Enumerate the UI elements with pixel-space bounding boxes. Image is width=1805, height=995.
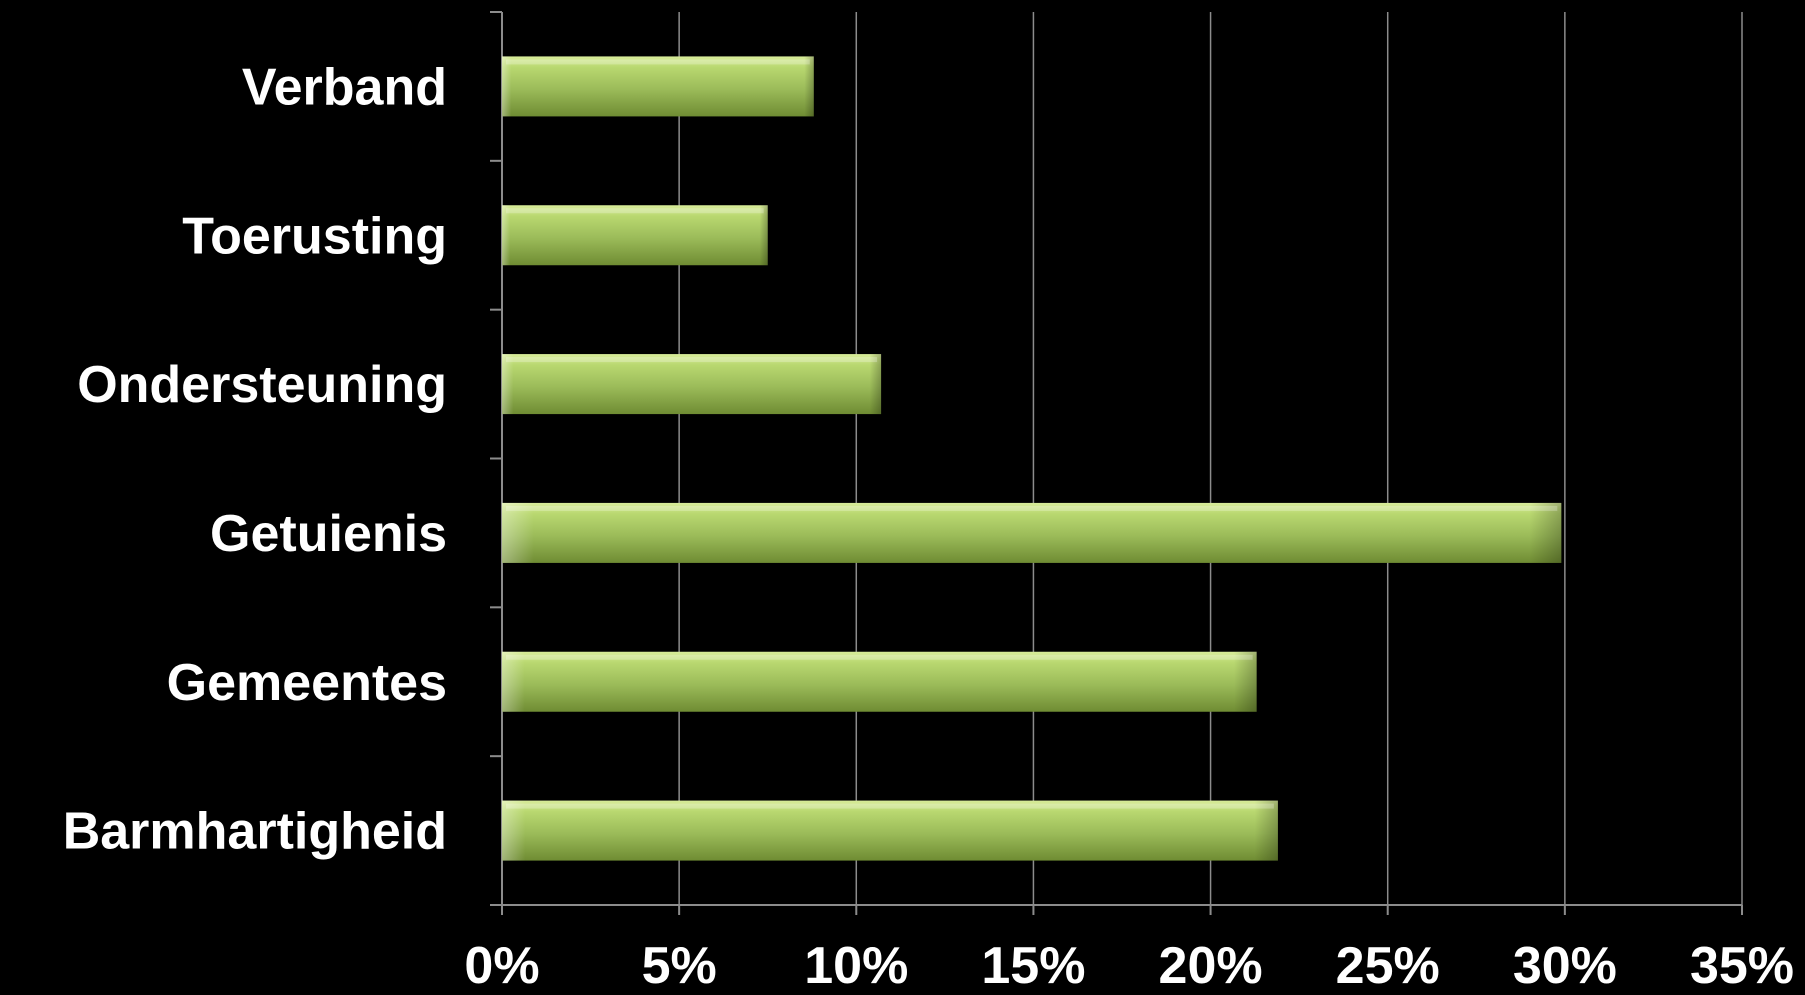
- x-tick-label-15: 15%: [981, 937, 1085, 995]
- x-tick-label-10: 10%: [804, 937, 908, 995]
- axes: [490, 11, 1743, 915]
- x-tick-label-30: 30%: [1513, 937, 1617, 995]
- x-tick-label-5: 5%: [642, 937, 717, 995]
- bar-highlight: [506, 505, 1558, 511]
- bar-barmhartigheid: [502, 800, 1278, 861]
- bar-highlight: [506, 59, 810, 65]
- x-tick-label-25: 25%: [1336, 937, 1440, 995]
- bar-bevel: [502, 502, 1562, 563]
- bar-verband: [502, 56, 814, 117]
- bar-highlight: [506, 803, 1274, 809]
- x-tick-label-0: 0%: [464, 937, 539, 995]
- category-label-gemeentes: Gemeentes: [167, 654, 447, 712]
- bar-bevel: [502, 651, 1257, 712]
- bar-bevel: [502, 56, 814, 117]
- bar-bevel: [502, 354, 882, 415]
- bar-getuienis: [502, 502, 1562, 563]
- category-label-toerusting: Toerusting: [182, 207, 447, 265]
- x-tick-label-20: 20%: [1159, 937, 1263, 995]
- bar-gemeentes: [502, 651, 1257, 712]
- category-label-verband: Verband: [242, 58, 447, 116]
- category-label-getuienis: Getuienis: [210, 505, 447, 563]
- bar-highlight: [506, 654, 1253, 660]
- labels: Verband Toerusting Ondersteuning Getuienis G…: [63, 58, 1794, 995]
- x-tick-label-35: 35%: [1690, 937, 1794, 995]
- bar-ondersteuning: [502, 354, 882, 415]
- bar-bevel: [502, 205, 768, 266]
- category-label-barmhartigheid: Barmhartigheid: [63, 803, 447, 861]
- bar-toerusting: [502, 205, 768, 266]
- bar-bevel: [502, 800, 1278, 861]
- category-label-ondersteuning: Ondersteuning: [77, 356, 447, 414]
- bars: [502, 56, 1562, 861]
- bar-highlight: [506, 208, 764, 214]
- gridlines: [678, 12, 1743, 905]
- bar-highlight: [506, 357, 878, 363]
